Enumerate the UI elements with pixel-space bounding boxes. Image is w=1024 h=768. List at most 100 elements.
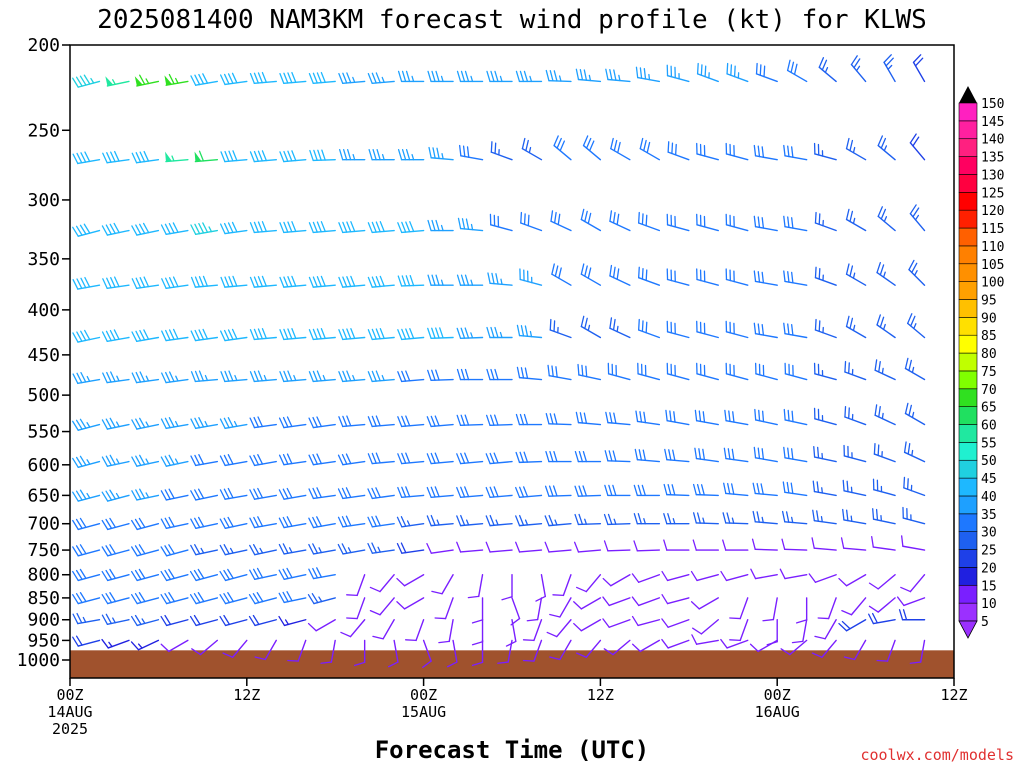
colorbar-swatch (958, 352, 978, 372)
barb-full (579, 68, 584, 81)
wind-barb (396, 574, 425, 587)
barb-full (879, 316, 885, 328)
wind-barb (602, 618, 631, 628)
barb-staff (813, 490, 837, 497)
barb-staff (696, 331, 719, 339)
barb-full (811, 537, 815, 549)
barb-full (249, 455, 256, 467)
barb-full (342, 221, 348, 233)
y-tick-label: 550 (27, 422, 60, 443)
barb-full (135, 371, 142, 383)
barb-full (228, 150, 234, 162)
barb-staff (666, 331, 690, 339)
barb-full (692, 483, 697, 496)
barb-staff (136, 80, 160, 87)
barb-half (470, 279, 474, 286)
barb-full (791, 448, 794, 460)
barb-full (557, 213, 561, 226)
wind-barb (639, 137, 661, 161)
wind-barb (582, 135, 602, 161)
colorbar-label: 60 (981, 419, 997, 434)
barb-half (90, 77, 95, 84)
barb-staff (444, 597, 454, 620)
colorbar-label: 135 (981, 151, 1004, 166)
barb-half (318, 596, 323, 603)
barb-full (367, 516, 373, 528)
barb-full (692, 512, 697, 524)
barb-full (583, 412, 588, 424)
barb-full (552, 594, 565, 597)
barb-full (139, 417, 146, 429)
barb-staff (610, 147, 631, 161)
wind-barb (868, 574, 896, 590)
wind-barb (762, 597, 778, 622)
barb-full (843, 656, 856, 661)
barb-staff (315, 619, 336, 632)
barb-staff (725, 278, 749, 286)
barb-full (371, 516, 377, 527)
barb-full (165, 371, 171, 383)
barb-full (603, 513, 609, 526)
barb-staff (784, 521, 808, 525)
barb-full (787, 447, 790, 460)
wind-barb (131, 371, 160, 384)
barb-half (141, 618, 146, 625)
barb-full (791, 410, 794, 423)
barb-full (400, 542, 407, 554)
barb-full (371, 221, 377, 233)
barb-full (632, 643, 641, 653)
barb-staff (540, 574, 546, 598)
barb-full (753, 446, 757, 459)
barb-full (194, 329, 201, 341)
wind-barb (160, 454, 189, 467)
barb-full (134, 569, 142, 581)
barb-staff (789, 639, 808, 656)
barb-full (102, 152, 108, 164)
barb-full (813, 445, 816, 458)
wind-barb (818, 57, 837, 83)
barb-full (261, 328, 267, 340)
barb-half (234, 374, 238, 382)
barb-full (337, 516, 344, 528)
barb-full (131, 519, 138, 531)
barb-full (83, 223, 91, 234)
wind-barb (249, 416, 277, 429)
speed-colorbar: 5101520253035404550556065707580859095100… (958, 86, 1004, 639)
wind-barb (426, 542, 454, 554)
barb-full (574, 513, 580, 526)
barb-full (816, 481, 820, 493)
barb-full (726, 62, 729, 75)
barb-staff (754, 574, 778, 580)
barb-full (76, 331, 83, 342)
barb-full (168, 277, 175, 288)
barb-full (72, 226, 79, 237)
barb-full (786, 481, 790, 494)
barb-full (902, 609, 908, 621)
barb-full (608, 450, 613, 462)
wind-barb (190, 454, 219, 467)
barb-full (396, 577, 406, 587)
wind-barb (308, 71, 336, 85)
barb-half (761, 516, 764, 524)
wind-barb (521, 137, 543, 161)
barb-full (578, 485, 584, 497)
barb-staff (636, 76, 661, 83)
barb-staff (297, 639, 307, 662)
colorbar-label: 50 (981, 454, 997, 469)
barb-full (782, 481, 786, 493)
wind-barb (896, 596, 926, 607)
barb-full (818, 213, 821, 226)
barb-staff (784, 155, 808, 161)
barb-full (464, 274, 470, 286)
barb-full (257, 454, 264, 465)
barb-half (347, 547, 352, 554)
wind-barb (431, 574, 454, 595)
barb-full (316, 370, 322, 382)
barb-full (342, 328, 348, 340)
barb-full (257, 370, 263, 382)
barb-full (638, 318, 640, 331)
wind-barb (633, 513, 661, 525)
barb-full (495, 273, 499, 285)
barb-staff (393, 639, 399, 663)
wind-barb (161, 371, 189, 384)
